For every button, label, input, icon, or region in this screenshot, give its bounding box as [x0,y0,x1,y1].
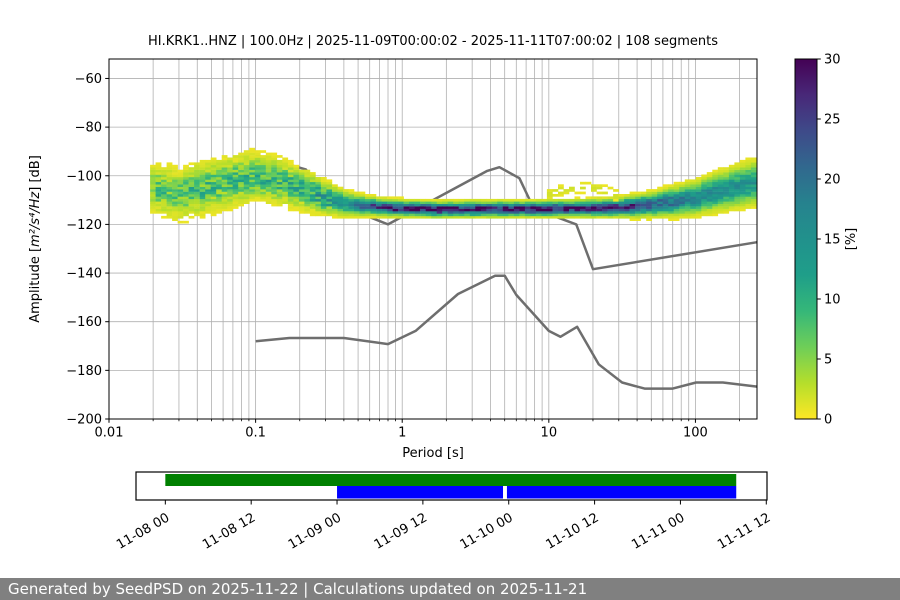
svg-text:11-10 12: 11-10 12 [543,510,601,552]
svg-text:11-10 00: 11-10 00 [458,510,516,552]
x-axis-label: Period [s] [402,446,464,461]
colorbar-label: [%] [844,227,859,251]
svg-text:−180: −180 [66,364,102,379]
svg-text:25: 25 [824,113,841,128]
timeline: 11-08 00 11-08 12 11-09 00 11-09 12 11-10 00… [114,471,773,553]
svg-text:100: 100 [683,426,708,441]
grid-lines [108,59,757,420]
svg-text:15: 15 [824,233,841,248]
svg-text:−200: −200 [66,413,102,428]
svg-text:20: 20 [824,173,841,188]
svg-text:−160: −160 [66,315,102,330]
svg-text:30: 30 [824,53,841,68]
svg-text:5: 5 [824,353,832,368]
svg-text:11-09 00: 11-09 00 [286,510,344,552]
colorbar: 0 5 10 15 20 25 30 [794,53,841,428]
svg-text:−80: −80 [75,121,102,136]
svg-text:0: 0 [824,413,832,428]
plot-title: HI.KRK1..HNZ | 100.0Hz | 2025-11-09T00:0… [148,34,718,49]
timeline-availability-bar [165,474,737,486]
footer-text: Generated by SeedPSD on 2025-11-22 | Cal… [8,580,588,598]
svg-text:−140: −140 [66,267,102,282]
ppsd-histogram [150,147,757,224]
svg-text:10: 10 [541,426,558,441]
ppsd-plot-canvas: 0.01 0.1 1 10 100−60−80−100−120−140−160−180−… [66,53,841,553]
svg-text:−120: −120 [66,218,102,233]
svg-text:0.01: 0.01 [95,426,124,441]
plot-axes: 0.01 0.1 1 10 100 −60 −80 −100 −120 −140 −160 −180 −… [66,58,758,441]
y-axis-label: Amplitude [m²/s⁴/Hz] [dB] [28,155,43,323]
svg-text:11-08 00: 11-08 00 [114,510,172,552]
svg-text:10: 10 [824,293,841,308]
svg-text:0.1: 0.1 [245,426,266,441]
timeline-coverage-bar [337,486,737,499]
svg-text:−100: −100 [66,169,102,184]
svg-text:11-11 00: 11-11 00 [629,510,687,552]
svg-text:−60: −60 [75,72,102,87]
svg-text:11-11 12: 11-11 12 [715,510,773,552]
svg-text:11-09 12: 11-09 12 [372,510,430,552]
nlnm-noise-model-line [255,274,758,390]
svg-text:11-08 12: 11-08 12 [200,510,258,552]
svg-text:1: 1 [398,426,406,441]
footer-bar: Generated by SeedPSD on 2025-11-22 | Cal… [0,578,900,600]
